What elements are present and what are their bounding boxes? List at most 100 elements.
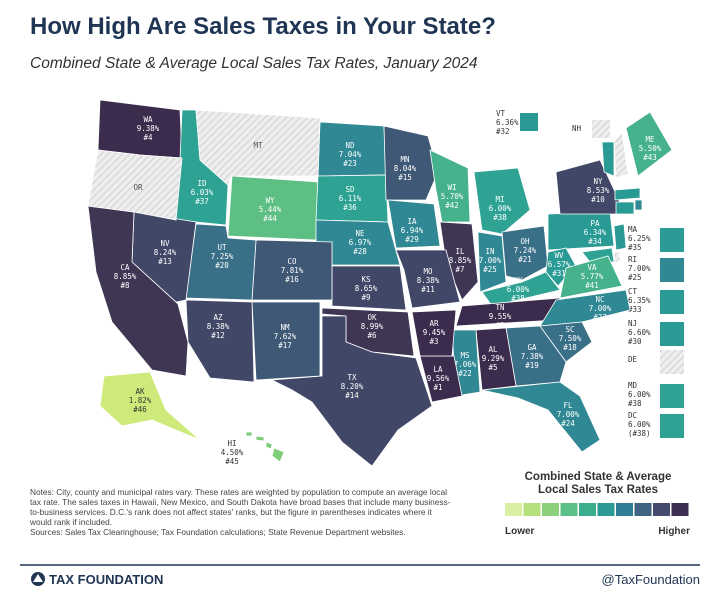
state-abbr: NV	[160, 239, 170, 248]
state-shape	[501, 225, 549, 281]
state-abbr: ME	[645, 135, 655, 144]
state-rate: 7.04%	[339, 150, 362, 159]
state-rank: #33	[628, 305, 642, 314]
callout-swatch	[660, 350, 684, 374]
state-shape	[601, 141, 615, 177]
state-abbr: TN	[495, 303, 504, 312]
state-abbr: AR	[429, 319, 439, 328]
state-abbr: WV	[554, 251, 564, 260]
callout-swatch	[660, 322, 684, 346]
sources-text: Sources: Sales Tax Clearinghouse; Tax Fo…	[30, 527, 406, 537]
state-abbr: MI	[495, 195, 504, 204]
state-rank: #25	[628, 273, 642, 282]
state-abbr: AL	[488, 345, 498, 354]
state-shape	[185, 299, 255, 383]
state-shape	[251, 301, 321, 381]
state-rank: #23	[343, 159, 357, 168]
state-rate: 7.00%	[557, 410, 580, 419]
state-rank: #35	[628, 243, 642, 252]
state-abbr: RI	[628, 255, 637, 264]
state-rate: 9.38%	[137, 124, 160, 133]
state-rank: #17	[278, 341, 292, 350]
state-rank: #15	[398, 173, 412, 182]
state-rank: #34	[588, 237, 602, 246]
state-rate: 6.97%	[349, 238, 372, 247]
state-shape	[473, 167, 531, 235]
state-rank: #22	[458, 369, 472, 378]
state-abbr: NJ	[628, 319, 637, 328]
state-rank: #37	[195, 197, 209, 206]
state-rate: 7.50%	[559, 334, 582, 343]
callout-swatch	[660, 384, 684, 408]
state-abbr: AK	[135, 387, 145, 396]
legend-low: Lower	[505, 526, 535, 537]
state-rate: 7.00%	[589, 304, 612, 313]
state-abbr: SC	[565, 325, 574, 334]
state-rate: 6.35%	[628, 296, 651, 305]
untaxed-state	[613, 251, 621, 263]
state-rate: 7.25%	[211, 252, 234, 261]
state-rate: 9.45%	[423, 328, 446, 337]
state-rank: #28	[353, 247, 367, 256]
state-rank: #7	[455, 265, 464, 274]
state-abbr: TX	[347, 373, 357, 382]
state-shape	[245, 431, 285, 463]
state-rate: 6.25%	[628, 234, 651, 243]
state-rank: #45	[225, 457, 239, 466]
legend-swatch	[634, 503, 652, 516]
state-rank: #20	[215, 261, 229, 270]
state-abbr: FL	[563, 401, 573, 410]
state-rank: #18	[563, 343, 577, 352]
state-abbr: VT	[496, 109, 506, 118]
state-rate: 6.94%	[401, 226, 424, 235]
callout-swatch	[520, 113, 538, 131]
callout-swatch	[660, 414, 684, 438]
state-rank: #41	[585, 281, 599, 290]
state-rank: (#38)	[628, 429, 651, 438]
state-rate: 8.65%	[355, 284, 378, 293]
state-rate: 5.44%	[259, 205, 282, 214]
title: How High Are Sales Taxes in Your State?	[30, 13, 496, 40]
state-abbr: NE	[355, 229, 365, 238]
legend-swatch	[523, 503, 541, 516]
state-abbr: KS	[361, 275, 371, 284]
state-rank: #13	[158, 257, 172, 266]
state-rate: 6.60%	[628, 328, 651, 337]
legend-swatch	[579, 503, 596, 516]
state-abbr: IN	[485, 247, 494, 256]
logo-mark	[33, 574, 43, 582]
state-rate: 6.00%	[628, 390, 651, 399]
state-shape	[429, 149, 471, 223]
state-shape	[634, 199, 643, 211]
state-rank: #6	[367, 331, 377, 340]
legend-high: Higher	[658, 526, 690, 537]
state-abbr: WA	[143, 115, 153, 124]
legend-swatch	[505, 503, 522, 516]
state-shape	[615, 201, 635, 215]
state-abbr: IA	[407, 217, 417, 226]
untaxed-state	[613, 131, 629, 179]
state-rank: #29	[405, 235, 419, 244]
brand: TAX FOUNDATION	[49, 572, 163, 587]
legend-swatch	[560, 503, 578, 516]
state-rank: #24	[561, 419, 575, 428]
state-abbr: VA	[587, 263, 597, 272]
state-abbr: MN	[400, 155, 409, 164]
state-rank: #4	[143, 133, 153, 142]
state-rate: 6.03%	[191, 188, 214, 197]
state-abbr: IL	[455, 247, 465, 256]
state-rate: 8.04%	[394, 164, 417, 173]
state-rate: 5.77%	[581, 272, 604, 281]
state-rate: 7.00%	[479, 256, 502, 265]
state-shape	[475, 327, 517, 391]
state-abbr: SD	[345, 185, 355, 194]
state-rate: 6.57%	[548, 260, 571, 269]
state-abbr: UT	[217, 243, 227, 252]
state-abbr: WY	[265, 196, 275, 205]
state-rank: #1	[433, 383, 442, 392]
state-rank: #42	[445, 201, 459, 210]
state-rank: #38	[628, 399, 642, 408]
notes: Notes: City, county and municipal rates …	[30, 487, 455, 537]
